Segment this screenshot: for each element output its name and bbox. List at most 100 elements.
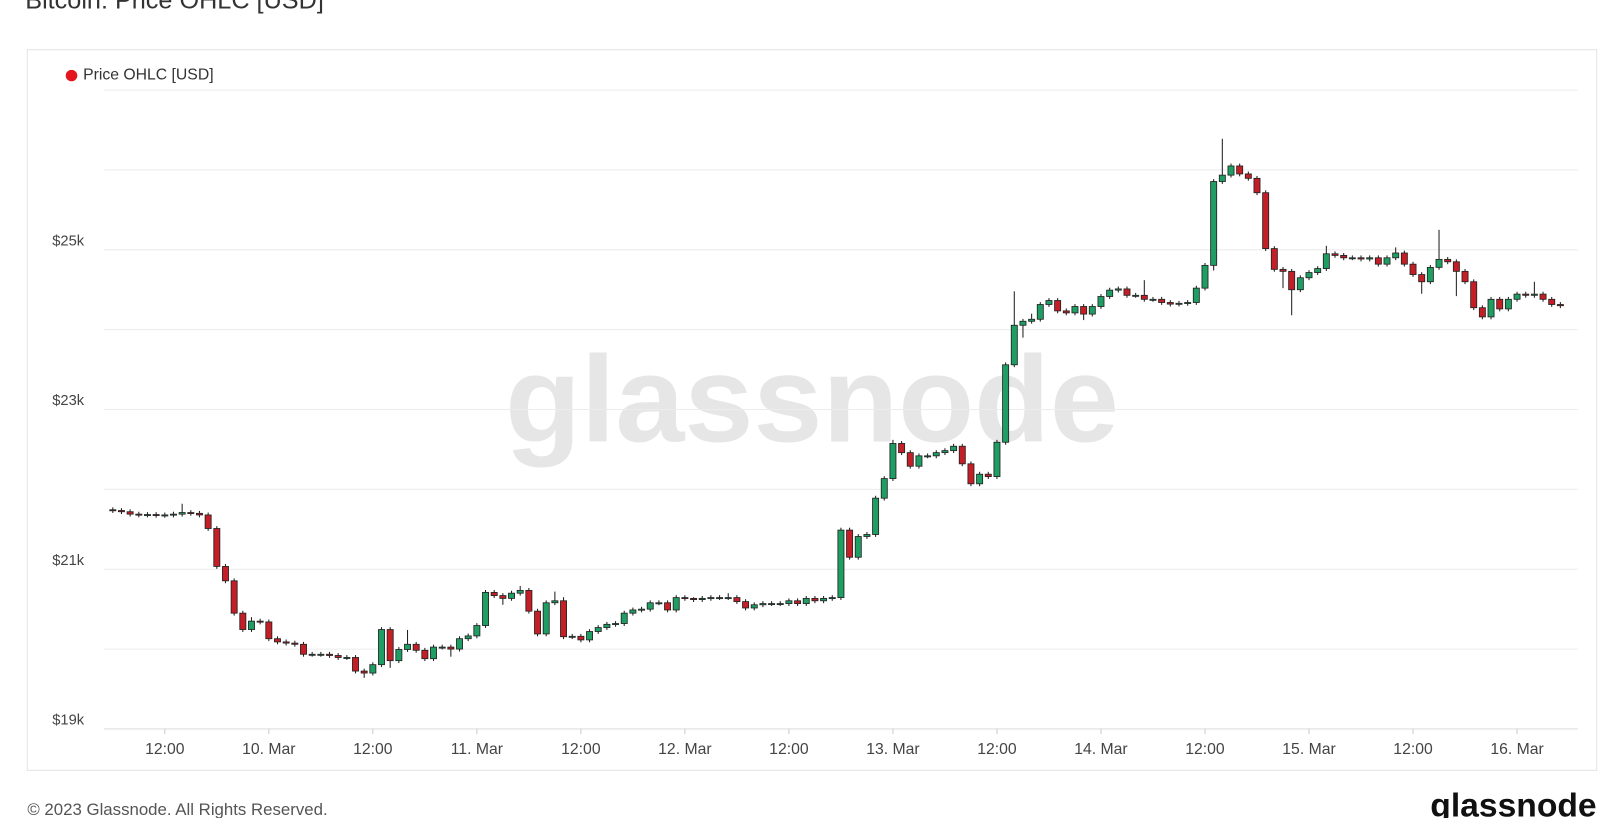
candle-body xyxy=(170,513,177,516)
candle-body xyxy=(178,512,186,515)
candle-body xyxy=(343,657,351,659)
candle-body xyxy=(274,638,281,643)
candle-body xyxy=(1548,298,1556,305)
candle-body xyxy=(1444,258,1452,263)
candle-body xyxy=(222,566,229,582)
x-tick-label: 12:00 xyxy=(561,741,601,758)
candle-body xyxy=(924,455,932,458)
candle-body xyxy=(898,443,906,454)
candle-body xyxy=(672,597,680,611)
candle-body xyxy=(1192,287,1200,303)
candle-body xyxy=(594,627,602,632)
y-tick-label: $19k xyxy=(52,713,85,729)
candle-body xyxy=(958,445,966,465)
candle-body xyxy=(1322,253,1330,269)
candle-body xyxy=(750,604,758,609)
brand-logo: glassnode xyxy=(1430,788,1596,818)
candle-body xyxy=(334,655,342,658)
candle-body xyxy=(1036,304,1044,320)
chart-frame xyxy=(26,49,1598,771)
candle-body xyxy=(282,641,290,644)
candle-body xyxy=(1522,293,1530,296)
candle-body xyxy=(707,597,715,600)
candle-body xyxy=(1201,264,1209,289)
candle-body xyxy=(1175,302,1183,305)
candle-body xyxy=(1218,174,1226,182)
candle-body xyxy=(248,620,255,630)
candle-body xyxy=(1140,294,1148,300)
candle-body xyxy=(1149,298,1157,301)
candle-body xyxy=(1045,300,1053,305)
candle-body xyxy=(291,642,299,645)
candle-body xyxy=(482,591,489,626)
candle-body xyxy=(872,497,880,535)
candle-body xyxy=(863,534,871,537)
candle-body xyxy=(109,509,117,512)
candle-body xyxy=(300,643,307,655)
candle-body xyxy=(1010,324,1018,366)
candle-body xyxy=(941,450,949,454)
candle-body xyxy=(516,589,524,594)
candle-body xyxy=(1383,257,1391,265)
candle-body xyxy=(1279,268,1287,272)
candle-body xyxy=(776,603,784,606)
candle-body xyxy=(837,529,845,598)
candle-body xyxy=(742,601,750,609)
candle-body xyxy=(646,602,654,610)
candle-body xyxy=(378,629,385,666)
candle-body xyxy=(629,609,637,614)
x-tick-label: 12:00 xyxy=(353,741,393,758)
candle-body xyxy=(785,600,793,604)
candle-body xyxy=(1071,306,1079,314)
candle-body xyxy=(386,629,394,662)
candle-body xyxy=(1530,293,1538,296)
x-tick-label: 12:00 xyxy=(769,741,809,758)
candle-body xyxy=(1513,293,1521,300)
candle-body xyxy=(1088,306,1096,315)
candle-body xyxy=(473,625,481,637)
candle-body xyxy=(1435,258,1443,268)
watermark: glassnode xyxy=(505,332,1119,468)
candle-body xyxy=(1288,270,1296,291)
candle-body xyxy=(412,643,420,651)
x-tick-label: 14. Mar xyxy=(1074,741,1127,758)
y-tick-label: $25k xyxy=(52,233,85,249)
candle-body xyxy=(932,452,940,457)
candle-body xyxy=(144,514,151,516)
candle-body xyxy=(1496,298,1504,310)
candle-body xyxy=(984,473,992,478)
candle-body xyxy=(430,646,437,660)
candle-body xyxy=(976,473,984,485)
candle-body xyxy=(126,511,134,515)
chart-title: Bitcoin: Price OHLC [USD] xyxy=(25,0,324,15)
candle-body xyxy=(1400,252,1408,265)
candle-body xyxy=(967,463,975,485)
x-tick-label: 13. Mar xyxy=(866,741,919,758)
candles xyxy=(109,138,1564,678)
candle-body xyxy=(768,603,776,606)
candle-body xyxy=(438,646,446,649)
candle-body xyxy=(1019,320,1027,326)
candle-body xyxy=(1452,261,1460,272)
candle-body xyxy=(1478,307,1486,318)
candle-body xyxy=(889,443,897,480)
candle-body xyxy=(1236,165,1244,175)
candle-body xyxy=(577,635,585,641)
candle-body xyxy=(1340,254,1348,259)
candle-body xyxy=(1227,165,1235,176)
candle-body xyxy=(664,602,672,611)
candle-body xyxy=(395,649,403,662)
candle-body xyxy=(135,513,143,516)
candle-body xyxy=(802,597,810,604)
candle-body xyxy=(525,589,533,612)
candle-body xyxy=(906,452,914,467)
candle-body xyxy=(724,597,732,600)
candle-body xyxy=(499,595,507,599)
x-tick-label: 10. Mar xyxy=(242,741,295,758)
candle-body xyxy=(1366,257,1374,260)
candle-body xyxy=(1470,281,1478,309)
candle-body xyxy=(1487,298,1495,318)
candle-body xyxy=(759,603,767,606)
candle-body xyxy=(1028,318,1036,322)
candle-body xyxy=(1418,274,1426,283)
